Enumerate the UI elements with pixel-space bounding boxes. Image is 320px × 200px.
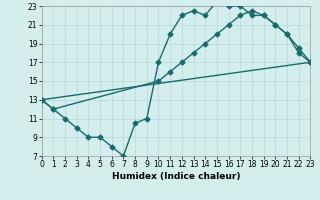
X-axis label: Humidex (Indice chaleur): Humidex (Indice chaleur)	[112, 172, 240, 181]
